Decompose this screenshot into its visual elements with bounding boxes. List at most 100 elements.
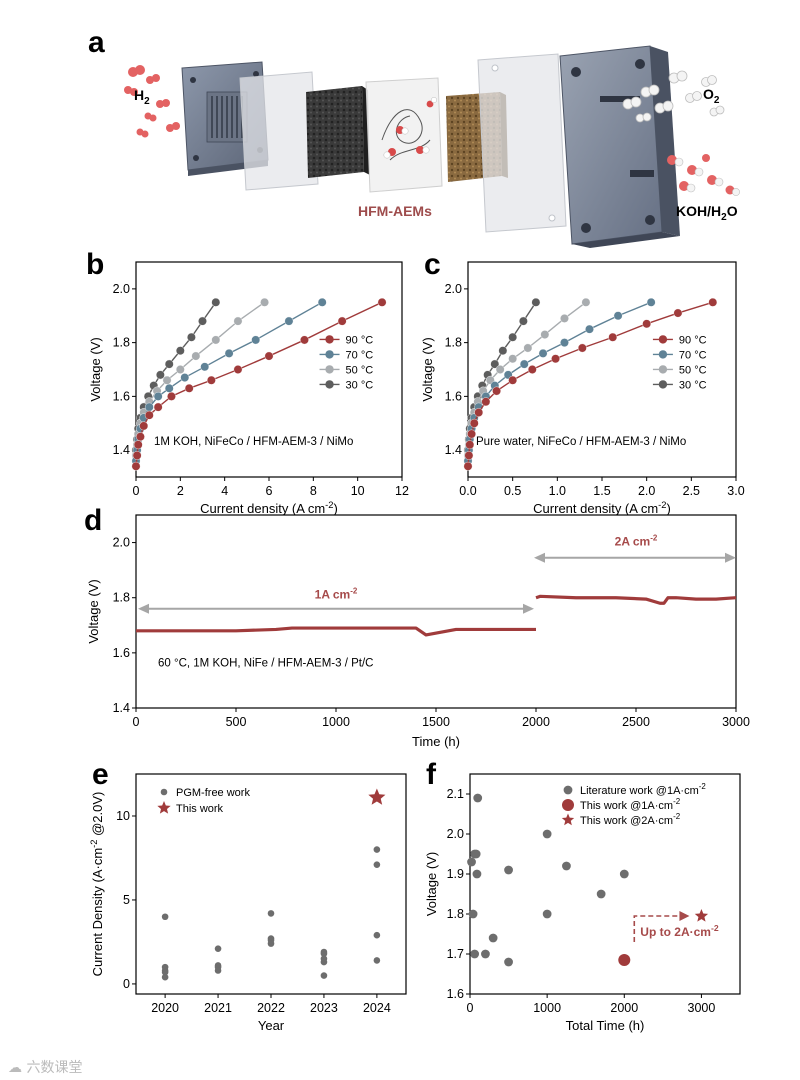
panel-e-star-point: [368, 788, 386, 805]
panel-b-point: [164, 383, 174, 393]
panel-b-point: [200, 362, 210, 372]
panel-e-xtick-label: 2020: [151, 1001, 179, 1015]
panel-e-xtick-label: 2022: [257, 1001, 285, 1015]
panel-f-xtick-label: 3000: [688, 1001, 716, 1015]
panel-b-point: [175, 365, 185, 374]
panel-c-legend-label: 70 °C: [679, 349, 707, 361]
panel-e-point: [373, 861, 381, 868]
panel-b-legend-marker: [325, 350, 334, 359]
panel-f-xtick-label: 1000: [533, 1001, 561, 1015]
panel-e-point: [267, 910, 275, 917]
panel-f-point: [468, 909, 478, 919]
panel-f-legend-marker: [562, 799, 574, 811]
panel-e-xlabel: Year: [258, 1018, 285, 1033]
panel-d-annotation: 60 °C, 1M KOH, NiFe / HFM-AEM-3 / Pt/C: [158, 658, 373, 670]
koh-bubbles: [667, 154, 740, 196]
panel-b-point: [284, 316, 294, 326]
panel-c-xtick-label: 1.5: [593, 484, 610, 498]
panel-b-point: [139, 421, 149, 431]
panel-d-ylabel: Voltage (V): [86, 579, 101, 643]
panel-b-ylabel: Voltage (V): [88, 337, 103, 401]
panel-b-point: [377, 297, 387, 307]
panel-c-ytick-label: 2.0: [445, 282, 462, 296]
panel-d-arrow-label-2a: 2A cm-2: [615, 534, 658, 549]
panel-c-point: [531, 297, 541, 307]
panel-e-legend-star: [157, 801, 171, 814]
panel-c-xtick-label: 0.5: [504, 484, 521, 498]
panel-b-xtick-label: 6: [266, 484, 273, 498]
panel-f-legend-marker: [563, 785, 573, 795]
right-end-plate: [559, 45, 680, 248]
panel-f-point: [467, 857, 476, 867]
panel-f-point: [470, 949, 480, 959]
panel-f-legend-label: Literature work @1A·cm-2: [580, 782, 706, 797]
panel-e-ytick-label: 0: [123, 977, 130, 991]
panel-label-b: b: [86, 248, 104, 281]
panel-f-xtick-label: 2000: [610, 1001, 638, 1015]
panel-c-xtick-label: 3.0: [727, 484, 744, 498]
panel-b-point: [153, 402, 163, 412]
panel-b-xtick-label: 0: [133, 484, 140, 498]
panel-label-c: c: [424, 248, 441, 281]
panel-c-point: [467, 429, 476, 439]
panel-c-point: [540, 330, 550, 339]
panel-c-chart: c 0.0 0.5 1.0 1.5 2.0 2.5 3.0 1.4 1.6 1.8 2.0 Curre…: [420, 248, 745, 516]
panel-f-point: [504, 957, 513, 967]
panel-c-point: [551, 354, 560, 364]
panel-c-legend-marker: [658, 350, 668, 359]
panel-e-ytick-label: 10: [116, 809, 130, 823]
panel-d-series-line: [136, 626, 536, 637]
panel-label-e: e: [92, 758, 109, 791]
panel-a: a: [88, 26, 740, 248]
panel-c-xtick-label: 1.0: [549, 484, 566, 498]
panel-b-point: [191, 351, 201, 361]
panel-b-point: [167, 391, 176, 401]
panel-b-point: [260, 297, 269, 307]
panel-b-legend-label: 30 °C: [346, 379, 374, 391]
panel-f-frame: [469, 773, 741, 995]
panel-b-xlabel: Current density (A cm-2): [200, 500, 338, 516]
panel-d-ytick-label: 2.0: [113, 536, 130, 550]
panel-f-ylabel: Voltage (V): [424, 852, 439, 916]
panel-b-xtick-label: 4: [221, 484, 228, 498]
panel-c-xtick-label: 2.5: [683, 484, 700, 498]
panel-c-xtick-label: 2.0: [638, 484, 655, 498]
panel-b-point: [233, 316, 243, 326]
panel-b-point: [206, 375, 216, 385]
panel-f-ytick-label: 1.6: [447, 987, 464, 1001]
panel-c-legend-label: 30 °C: [679, 379, 707, 391]
panel-e-point: [214, 967, 222, 974]
panel-e-ytick-label: 5: [123, 893, 130, 907]
panel-c-point: [577, 343, 587, 353]
panel-b-point: [184, 383, 194, 393]
panel-b-legend-marker: [325, 335, 334, 344]
panel-b-point: [211, 297, 221, 307]
panel-f-point: [596, 889, 606, 899]
panel-d-series-line: [535, 594, 737, 605]
panel-b-annotation: 1M KOH, NiFeCo / HFM-AEM-3 / NiMo: [154, 436, 353, 448]
panel-b-point: [162, 375, 172, 385]
panel-b-point: [144, 402, 154, 412]
panel-c-legend-label: 90 °C: [679, 334, 707, 346]
panel-d-xtick-label: 1000: [322, 715, 350, 729]
panel-e-ylabel: Current Density (A·cm-2 @2.0V): [89, 792, 105, 977]
panel-e-xtick-label: 2021: [204, 1001, 232, 1015]
panel-b-point: [180, 373, 190, 382]
panel-e-point: [214, 945, 222, 952]
panel-d-xtick-label: 2000: [522, 715, 550, 729]
arrow-1a-head-right: [523, 603, 534, 614]
right-gasket: [477, 53, 567, 233]
panel-d-xtick-label: 2500: [622, 715, 650, 729]
panel-b-legend-marker: [325, 365, 334, 374]
panel-e-legend-marker: [160, 788, 168, 796]
panel-e-point: [267, 940, 275, 947]
panel-e-xtick-label: 2024: [363, 1001, 391, 1015]
panel-c-legend-marker: [658, 380, 668, 389]
panel-b-legend-label: 90 °C: [346, 334, 374, 346]
panel-b-chart: b 0 2 4 6 8 10 12 1.4 1.6 1.8 2.0 Current density (…: [86, 248, 409, 516]
panel-d-ytick-label: 1.6: [113, 646, 130, 660]
panel-b-point: [133, 440, 143, 450]
panel-c-point: [523, 343, 533, 353]
panel-c-ylabel: Voltage (V): [420, 337, 435, 401]
